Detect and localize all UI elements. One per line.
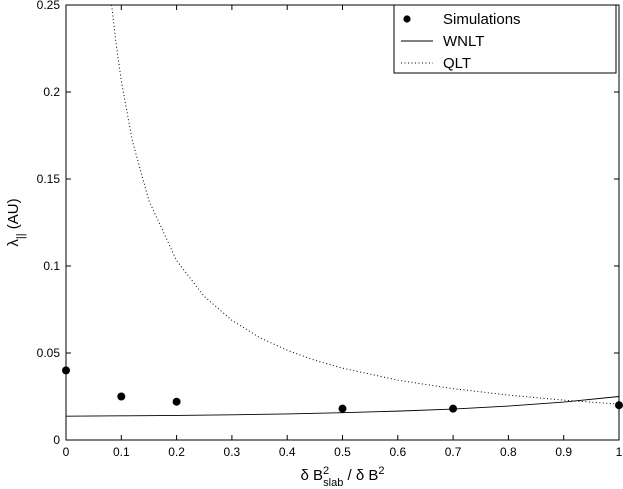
y-tick-label: 0.2 — [43, 85, 60, 99]
y-axis-label: λ|| (AU) — [5, 198, 27, 246]
series-line-wnlt — [65, 396, 620, 417]
x-axis-label: δ B2 slab / δ B2 — [301, 465, 385, 489]
legend-label-qlt: QLT — [443, 55, 471, 72]
x-tick-label: 0.5 — [334, 445, 351, 459]
x-tick-label: 0.4 — [279, 445, 296, 459]
x-tick-label: 0.7 — [445, 445, 462, 459]
series-layer — [62, 4, 623, 417]
data-point-simulations — [62, 366, 70, 375]
y-tick-label: 0.25 — [37, 0, 61, 12]
y-tick-label: 0.1 — [43, 259, 60, 273]
data-point-simulations — [615, 401, 623, 410]
y-axis: 0 0.05 0.1 0.15 0.2 0.25 — [37, 0, 619, 447]
x-tick-label: 0.8 — [500, 445, 517, 459]
x-tick-label: 1 — [616, 445, 623, 459]
x-tick-label: 0.3 — [224, 445, 241, 459]
x-tick-label: 0 — [63, 445, 70, 459]
legend-box — [393, 4, 617, 74]
x-tick-label: 0.2 — [168, 445, 185, 459]
x-tick-label: 0.6 — [389, 445, 406, 459]
y-tick-label: 0 — [53, 433, 60, 447]
data-point-simulations — [117, 392, 126, 401]
data-point-simulations — [338, 404, 347, 413]
y-tick-label: 0.15 — [37, 172, 61, 186]
x-tick-label: 0.9 — [555, 445, 572, 459]
data-point-simulations — [172, 397, 181, 406]
y-tick-label: 0.05 — [37, 346, 61, 360]
legend-marker-simulations — [403, 15, 411, 23]
legend: Simulations WNLT QLT — [393, 4, 617, 74]
legend-label-wnlt: WNLT — [443, 33, 484, 50]
legend-label-simulations: Simulations — [443, 11, 521, 28]
x-axis: 0 0.1 0.2 0.3 0.4 0.5 0.6 0.7 0.8 0.9 1 — [63, 5, 623, 459]
x-tick-label: 0.1 — [113, 445, 130, 459]
